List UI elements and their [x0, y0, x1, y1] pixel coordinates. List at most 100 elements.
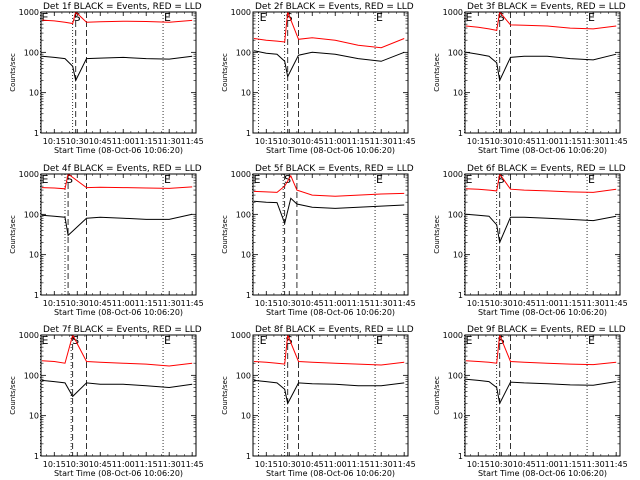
y-tick-label: 100 — [24, 210, 39, 219]
x-axis-label: Start Time (08-Oct-06 10:06:20) — [54, 469, 183, 478]
marker-label: E — [260, 334, 267, 347]
y-tick-label: 1000 — [19, 170, 39, 179]
x-axis-label: Start Time (08-Oct-06 10:06:20) — [478, 146, 607, 155]
panel-det-8: Det 8f BLACK = Events, RED = LLD Counts/s… — [221, 325, 416, 478]
y-axis-label: Counts/sec — [9, 53, 17, 92]
series-line-black-events — [41, 213, 193, 237]
y-axis-label: Counts/sec — [221, 53, 229, 92]
y-tick-label: 1 — [34, 129, 39, 138]
series-line-red-lld — [465, 335, 617, 366]
y-tick-label: 10 — [453, 412, 463, 421]
y-tick-label: 1000 — [443, 8, 463, 17]
x-tick-label: 11:30 — [158, 137, 181, 146]
marker-label: E — [164, 334, 171, 347]
marker-label: E — [41, 334, 48, 347]
panel-det-2: Det 2f BLACK = Events, RED = LLD Counts/s… — [221, 2, 416, 155]
x-axis-label: Start Time (08-Oct-06 10:06:20) — [266, 146, 395, 155]
marker-label: E — [164, 173, 171, 186]
x-tick-label: 10:15 — [43, 137, 66, 146]
panel-title: Det 2f BLACK = Events, RED = LLD — [255, 2, 414, 12]
x-tick-label: 11:30 — [158, 299, 181, 308]
x-tick-label: 11:15 — [135, 137, 158, 146]
y-axis-label: Counts/sec — [433, 215, 441, 254]
x-axis-label: Start Time (08-Oct-06 10:06:20) — [266, 308, 395, 317]
y-tick-label: 1000 — [19, 8, 39, 17]
panel-title: Det 4f BLACK = Events, RED = LLD — [43, 164, 202, 174]
series-line-red-lld — [465, 174, 617, 193]
x-tick-label: 10:45 — [301, 299, 324, 308]
marker-label: E — [465, 173, 472, 186]
y-tick-label: 100 — [448, 371, 463, 380]
marker-label: E — [465, 334, 472, 347]
y-tick-label: 1000 — [19, 331, 39, 340]
x-tick-label: 11:15 — [347, 460, 370, 469]
x-tick-label: 11:45 — [181, 460, 204, 469]
x-tick-label: 10:45 — [89, 299, 112, 308]
x-tick-label: 10:15 — [255, 460, 278, 469]
series-line-black-events — [253, 379, 405, 405]
y-axis-label: Counts/sec — [9, 376, 17, 415]
x-tick-label: 11:45 — [393, 460, 416, 469]
marker-label: E — [588, 173, 595, 186]
x-axis-label: Start Time (08-Oct-06 10:06:20) — [54, 146, 183, 155]
x-tick-label: 11:00 — [536, 137, 559, 146]
y-tick-label: 100 — [236, 371, 251, 380]
x-tick-label: 10:30 — [66, 137, 89, 146]
y-tick-label: 100 — [448, 48, 463, 57]
plot-frame — [40, 334, 197, 457]
series-line-red-lld — [465, 12, 617, 31]
x-tick-label: 10:30 — [278, 137, 301, 146]
series-line-black-events — [465, 51, 617, 83]
marker-label: S — [284, 173, 291, 186]
plot-frame — [464, 173, 621, 296]
y-axis-label: Counts/sec — [9, 215, 17, 254]
y-tick-label: 100 — [448, 210, 463, 219]
x-tick-label: 10:15 — [255, 299, 278, 308]
marker-label: S — [498, 173, 505, 186]
marker-label: E — [253, 173, 260, 186]
x-tick-label: 11:45 — [605, 299, 628, 308]
x-tick-label: 10:30 — [490, 299, 513, 308]
x-axis-label: Start Time (08-Oct-06 10:06:20) — [266, 469, 395, 478]
x-axis-label: Start Time (08-Oct-06 10:06:20) — [478, 308, 607, 317]
x-tick-label: 10:30 — [278, 460, 301, 469]
x-tick-label: 11:30 — [582, 460, 605, 469]
y-tick-label: 10 — [241, 412, 251, 421]
marker-label: E — [588, 334, 595, 347]
plot-frame — [252, 11, 409, 134]
x-tick-label: 10:45 — [89, 137, 112, 146]
x-tick-label: 11:00 — [112, 460, 135, 469]
series-line-red-lld — [253, 174, 405, 197]
panel-title: Det 7f BLACK = Events, RED = LLD — [43, 325, 202, 335]
marker-label: S — [286, 11, 293, 24]
x-tick-label: 10:30 — [66, 299, 89, 308]
x-tick-label: 10:30 — [490, 460, 513, 469]
x-tick-label: 11:00 — [324, 299, 347, 308]
panel-det-5: Det 5f BLACK = Events, RED = LLD Counts/s… — [221, 164, 416, 317]
y-tick-label: 1 — [246, 129, 251, 138]
y-tick-label: 100 — [236, 48, 251, 57]
panel-title: Det 3f BLACK = Events, RED = LLD — [467, 2, 626, 12]
series-line-black-events — [465, 378, 617, 406]
plot-frame — [252, 173, 409, 296]
marker-label: E — [376, 173, 383, 186]
y-tick-label: 1 — [246, 291, 251, 300]
x-tick-label: 11:15 — [559, 137, 582, 146]
marker-label: E — [41, 11, 48, 24]
marker-label: S — [286, 334, 293, 347]
marker-label: E — [164, 11, 171, 24]
x-tick-label: 11:45 — [605, 137, 628, 146]
y-tick-label: 10 — [29, 89, 39, 98]
x-tick-label: 10:45 — [301, 137, 324, 146]
x-tick-label: 10:15 — [467, 460, 490, 469]
y-tick-label: 1000 — [443, 170, 463, 179]
y-tick-label: 1000 — [231, 170, 251, 179]
y-tick-label: 10 — [241, 89, 251, 98]
x-tick-label: 10:15 — [467, 137, 490, 146]
x-tick-label: 11:15 — [135, 299, 158, 308]
x-tick-label: 11:30 — [370, 137, 393, 146]
panel-det-9: Det 9f BLACK = Events, RED = LLD Counts/s… — [433, 325, 628, 478]
marker-label: E — [260, 11, 267, 24]
x-tick-label: 11:15 — [347, 299, 370, 308]
